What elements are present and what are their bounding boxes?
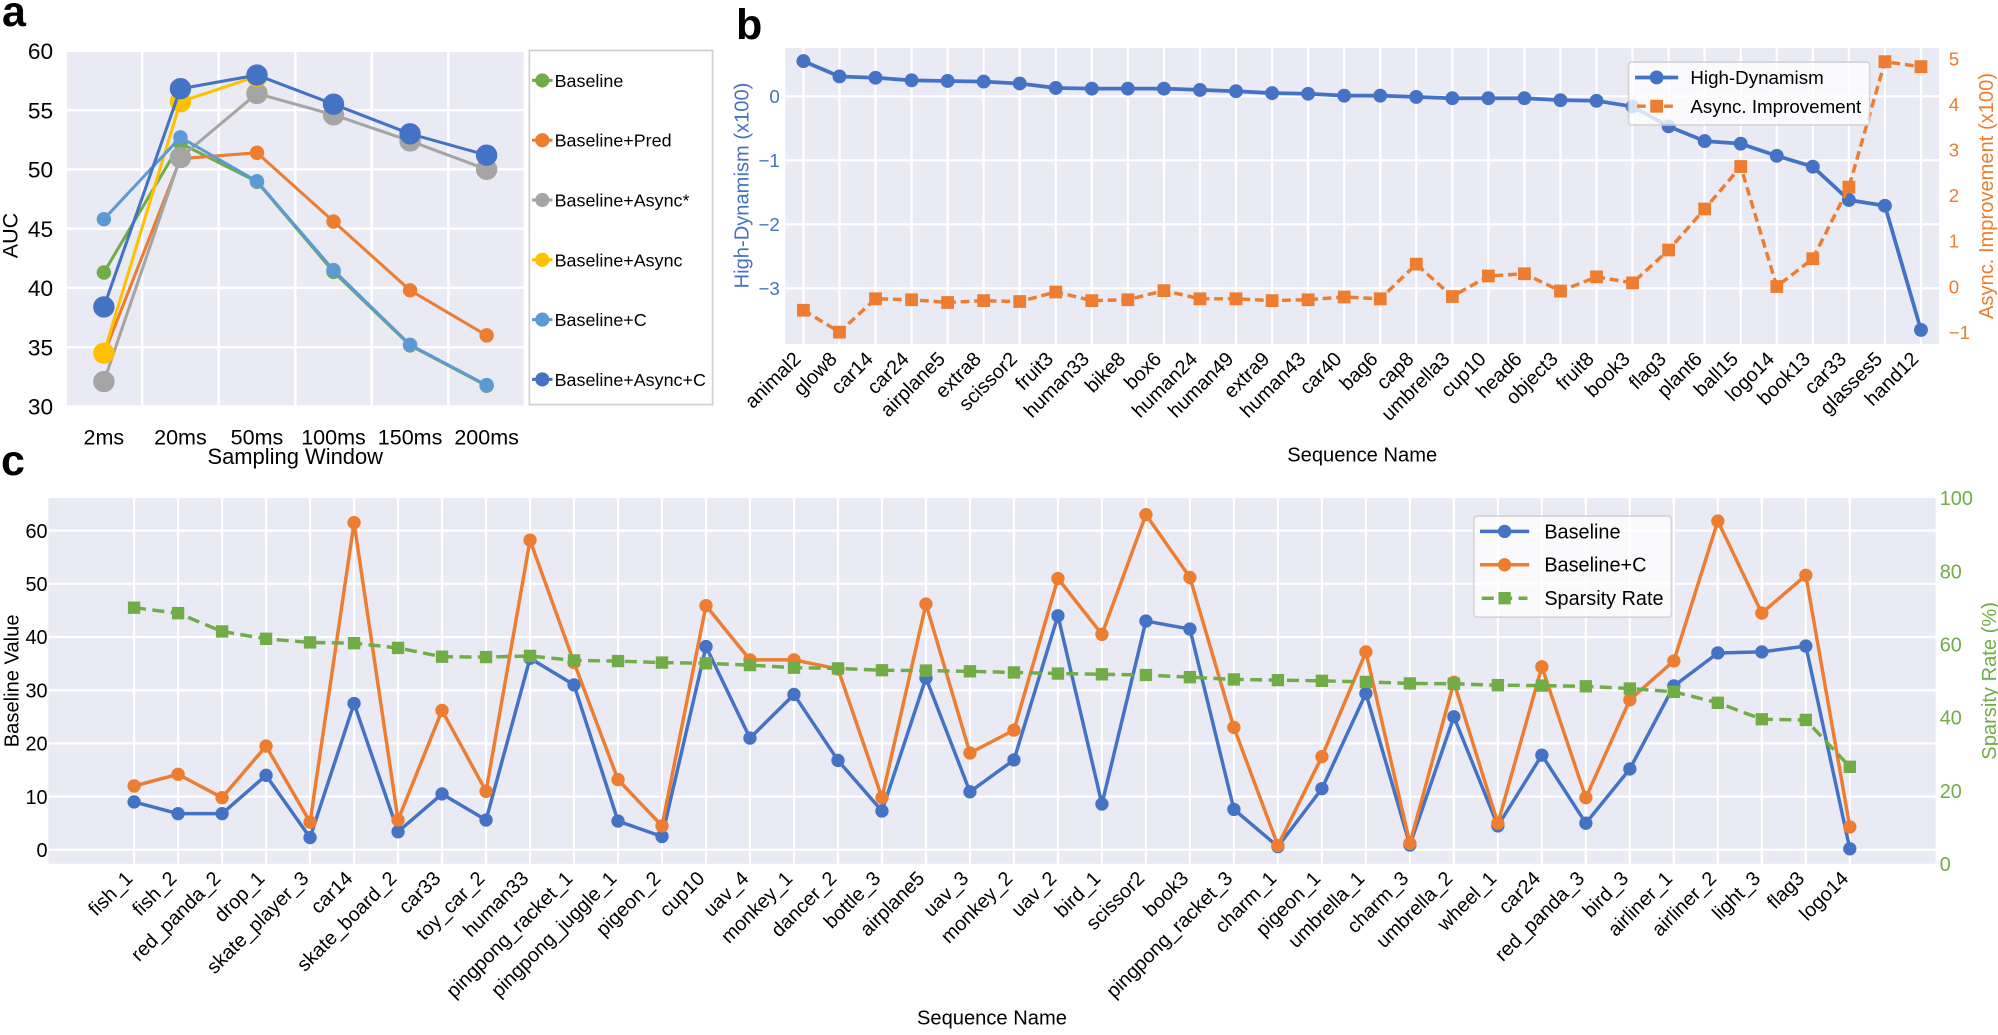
svg-text:Baseline: Baseline bbox=[555, 71, 624, 91]
svg-text:0: 0 bbox=[1949, 276, 1959, 297]
svg-text:0: 0 bbox=[37, 840, 48, 862]
svg-text:Async. Improvement: Async. Improvement bbox=[1690, 96, 1862, 117]
svg-text:Sparsity Rate (%): Sparsity Rate (%) bbox=[1979, 602, 1998, 760]
svg-text:0: 0 bbox=[1940, 854, 1951, 876]
svg-text:80: 80 bbox=[1940, 561, 1962, 583]
svg-text:100: 100 bbox=[1940, 488, 1973, 510]
svg-text:10: 10 bbox=[26, 787, 48, 809]
svg-text:Baseline+C: Baseline+C bbox=[1544, 555, 1646, 577]
svg-text:50ms: 50ms bbox=[231, 425, 284, 449]
svg-text:30: 30 bbox=[26, 680, 48, 702]
svg-text:High-Dynamism (x100): High-Dynamism (x100) bbox=[731, 83, 753, 289]
svg-text:Baseline+Pred: Baseline+Pred bbox=[555, 131, 672, 151]
svg-text:Baseline: Baseline bbox=[1544, 521, 1620, 543]
svg-text:−1: −1 bbox=[758, 150, 779, 171]
svg-text:45: 45 bbox=[28, 217, 53, 242]
svg-text:60: 60 bbox=[26, 521, 48, 543]
svg-text:60: 60 bbox=[1940, 634, 1962, 656]
svg-text:Sequence Name: Sequence Name bbox=[917, 1008, 1067, 1030]
svg-text:20: 20 bbox=[26, 734, 48, 756]
svg-text:20ms: 20ms bbox=[154, 425, 207, 449]
svg-text:−3: −3 bbox=[758, 278, 779, 299]
svg-text:200ms: 200ms bbox=[454, 425, 519, 449]
svg-text:30: 30 bbox=[28, 395, 53, 420]
svg-text:−1: −1 bbox=[1949, 322, 1970, 343]
svg-text:100ms: 100ms bbox=[301, 425, 366, 449]
svg-text:0: 0 bbox=[769, 86, 779, 107]
svg-text:150ms: 150ms bbox=[378, 425, 443, 449]
svg-text:5: 5 bbox=[1949, 48, 1959, 69]
svg-text:40: 40 bbox=[28, 276, 53, 301]
svg-text:3: 3 bbox=[1949, 139, 1959, 160]
svg-text:Sequence Name: Sequence Name bbox=[1287, 445, 1437, 467]
svg-text:Baseline+Async*: Baseline+Async* bbox=[555, 190, 690, 210]
svg-text:Sparsity Rate: Sparsity Rate bbox=[1544, 588, 1663, 610]
svg-text:−2: −2 bbox=[758, 214, 779, 235]
svg-text:Async. Improvement (x100): Async. Improvement (x100) bbox=[1976, 73, 1998, 319]
svg-text:40: 40 bbox=[1940, 708, 1962, 730]
svg-text:AUC: AUC bbox=[0, 213, 23, 258]
svg-text:40: 40 bbox=[26, 627, 48, 649]
svg-text:60: 60 bbox=[28, 39, 53, 64]
svg-text:2ms: 2ms bbox=[84, 425, 125, 449]
svg-text:2: 2 bbox=[1949, 185, 1959, 206]
svg-text:4: 4 bbox=[1949, 94, 1959, 115]
svg-text:55: 55 bbox=[28, 98, 53, 123]
svg-text:Baseline+Async+C: Baseline+Async+C bbox=[555, 370, 706, 390]
svg-text:1: 1 bbox=[1949, 231, 1959, 252]
svg-text:Sampling Window: Sampling Window bbox=[207, 444, 383, 469]
svg-text:50: 50 bbox=[28, 158, 53, 183]
svg-text:Baseline+Async: Baseline+Async bbox=[555, 250, 683, 270]
svg-text:20: 20 bbox=[1940, 781, 1962, 803]
svg-text:Baseline+C: Baseline+C bbox=[555, 310, 647, 330]
svg-text:Baseline Value: Baseline Value bbox=[2, 614, 24, 747]
svg-text:50: 50 bbox=[26, 574, 48, 596]
svg-text:b: b bbox=[736, 1, 762, 49]
svg-text:a: a bbox=[2, 0, 27, 36]
svg-text:High-Dynamism: High-Dynamism bbox=[1690, 67, 1823, 88]
svg-text:c: c bbox=[1, 437, 25, 485]
svg-text:35: 35 bbox=[28, 335, 53, 360]
